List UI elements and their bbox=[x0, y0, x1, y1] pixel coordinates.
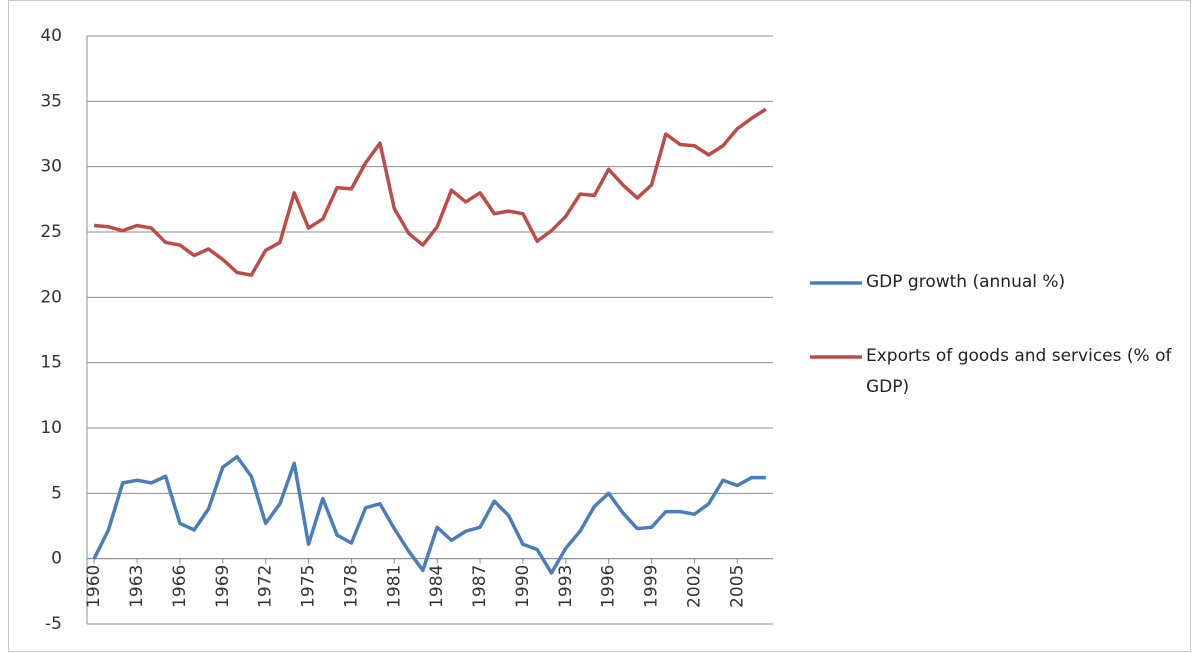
x-tick-label: 1963 bbox=[127, 565, 147, 608]
x-tick-label: 1972 bbox=[256, 565, 276, 608]
y-tick-label: 35 bbox=[40, 91, 62, 111]
x-tick-label: 1966 bbox=[170, 565, 190, 608]
x-tick-label: 1981 bbox=[384, 565, 404, 608]
x-tick-label: 1987 bbox=[470, 565, 490, 608]
series-line bbox=[92, 454, 766, 575]
x-tick-label: 1960 bbox=[84, 565, 104, 608]
legend-item: Exports of goods and services (% of GDP) bbox=[866, 346, 1172, 397]
y-tick-label: 20 bbox=[40, 287, 62, 307]
y-tick-label: 5 bbox=[51, 483, 62, 503]
y-tick-label: 15 bbox=[40, 353, 62, 373]
y-tick-label: -5 bbox=[45, 614, 62, 634]
legend-label: GDP growth (annual %) bbox=[866, 272, 1066, 292]
x-tick-label: 2005 bbox=[727, 565, 747, 608]
y-tick-label: 30 bbox=[40, 157, 62, 177]
y-tick-label: 10 bbox=[40, 418, 62, 438]
legend-label: Exports of goods and services (% of GDP) bbox=[866, 346, 1172, 397]
y-tick-label: 25 bbox=[40, 222, 62, 242]
x-tick-label: 1999 bbox=[642, 565, 662, 608]
y-tick-label: 0 bbox=[51, 549, 62, 569]
chart-border bbox=[8, 0, 1191, 652]
series-line bbox=[93, 107, 767, 277]
x-tick-label: 1990 bbox=[513, 565, 533, 608]
x-tick-label: 1975 bbox=[299, 565, 319, 608]
x-tick-label: 1996 bbox=[599, 565, 619, 608]
x-tick-label: 1978 bbox=[341, 565, 361, 608]
x-tick-label: 1984 bbox=[427, 565, 447, 608]
legend-item: GDP growth (annual %) bbox=[866, 272, 1066, 292]
x-tick-label: 2002 bbox=[684, 565, 704, 608]
x-tick-label: 1969 bbox=[213, 565, 233, 608]
x-tick-label: 1993 bbox=[556, 565, 576, 608]
y-tick-label: 40 bbox=[40, 26, 62, 46]
